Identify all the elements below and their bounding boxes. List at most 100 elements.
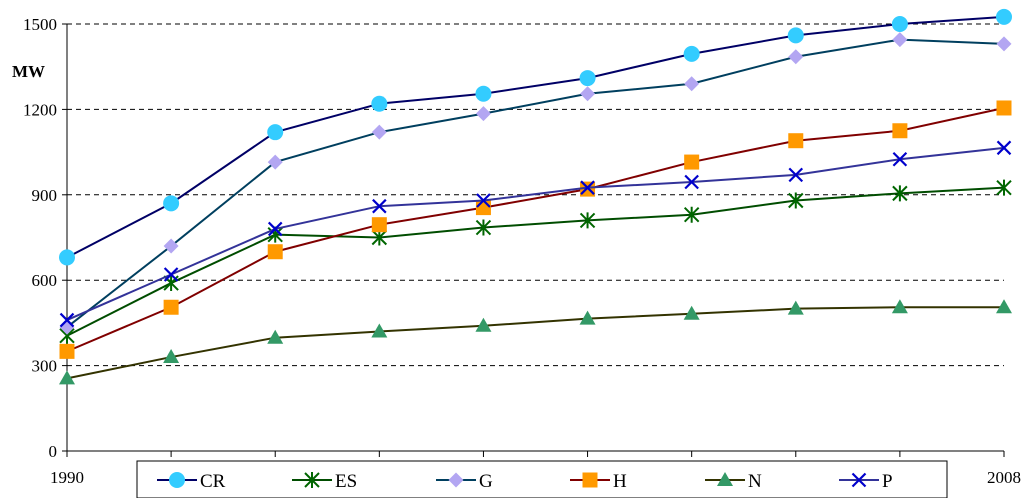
legend-label-h: H [613, 471, 627, 492]
data-point-p [580, 180, 595, 195]
data-point-h [788, 133, 804, 149]
y-tick-label: 900 [32, 186, 58, 205]
data-point-n [683, 305, 700, 320]
data-point-g [788, 49, 804, 65]
data-point-n [996, 299, 1012, 314]
axes [66, 24, 1004, 452]
data-point-p [163, 267, 179, 282]
data-point-g [267, 154, 283, 170]
series-line-h [66, 106, 1005, 353]
data-point-cr [579, 70, 596, 87]
data-point-cr [59, 249, 75, 266]
data-point-n [371, 323, 388, 338]
series-line-es [66, 186, 1005, 337]
data-point-p [996, 140, 1012, 156]
data-point-h [371, 217, 387, 233]
series-line-p [66, 146, 1005, 321]
data-point-h [892, 123, 908, 139]
data-point-g [163, 238, 179, 254]
legend-marker-p [851, 472, 867, 488]
data-point-n [891, 299, 908, 314]
series-cr [59, 8, 1012, 266]
data-point-cr [996, 8, 1012, 25]
legend-item-es: ES [292, 471, 357, 492]
legend-label-g: G [479, 471, 493, 492]
legend-label-p: P [882, 471, 893, 492]
legend-marker-cr [169, 472, 185, 488]
legend-marker-es [304, 472, 320, 488]
data-point-h [475, 200, 491, 216]
data-point-n [787, 300, 804, 315]
data-point-cr [787, 27, 804, 44]
x-tick-label-start: 1990 [50, 468, 84, 487]
legend-label-es: ES [335, 471, 357, 492]
series-g [59, 32, 1012, 335]
data-point-es [788, 192, 804, 209]
data-point-es [892, 185, 908, 202]
legend-label-cr: CR [200, 471, 226, 492]
data-point-g [684, 76, 700, 92]
data-point-h [163, 299, 179, 315]
y-tick-label: 1500 [23, 15, 57, 34]
data-point-n [163, 349, 180, 364]
data-point-cr [371, 95, 388, 112]
x-axis-ticks: 1990 2008 [50, 451, 1021, 487]
legend-box [136, 460, 948, 498]
series-line-g [66, 38, 1005, 328]
data-point-h [59, 343, 75, 359]
series-p [59, 140, 1012, 328]
y-tick-label: 600 [32, 271, 58, 290]
series-line-n [66, 306, 1004, 380]
data-point-cr [163, 195, 180, 212]
legend-marker-h [582, 472, 598, 488]
data-point-es [996, 179, 1012, 196]
data-point-g [580, 86, 596, 102]
y-tick-label: 1200 [23, 100, 57, 119]
data-point-p [684, 174, 699, 190]
legend-item-h: H [570, 471, 627, 492]
data-point-g [892, 32, 908, 48]
series-n [59, 299, 1012, 385]
legend-marker-g [448, 472, 464, 488]
series-h [59, 100, 1012, 359]
legend-marker-n [717, 472, 733, 486]
legend-item-n: N [705, 471, 762, 492]
data-point-p [476, 193, 491, 208]
y-tick-label: 300 [32, 357, 58, 376]
data-point-cr [891, 16, 908, 32]
x-tick-label-end: 2008 [987, 468, 1021, 487]
data-point-cr [475, 85, 492, 102]
legend-item-g: G [436, 471, 493, 492]
data-point-es [579, 212, 596, 229]
series-group [59, 8, 1012, 385]
series-line-cr [66, 15, 1005, 259]
data-point-p [59, 312, 75, 328]
data-point-es [475, 219, 492, 236]
legend-label-n: N [748, 471, 762, 492]
y-axis-label: MW [12, 62, 45, 81]
data-point-g [475, 106, 491, 122]
data-point-n [579, 310, 596, 325]
data-point-n [267, 329, 284, 344]
y-tick-label: 0 [49, 442, 58, 461]
y-axis-ticks: 0 300 600 900 1200 1500 [23, 15, 67, 461]
data-point-h [684, 154, 700, 170]
data-point-cr [267, 124, 284, 141]
data-point-g [996, 36, 1012, 52]
data-point-p [892, 151, 908, 167]
data-point-h [996, 100, 1012, 116]
data-point-p [788, 167, 804, 183]
data-point-p [267, 221, 283, 237]
data-point-g [371, 124, 387, 140]
legend-item-p: P [839, 471, 893, 492]
data-point-es [683, 206, 700, 223]
legend: CR ES G H N P [136, 460, 948, 498]
data-point-cr [683, 45, 700, 62]
data-point-h [267, 244, 283, 260]
data-point-p [372, 198, 387, 214]
data-point-n [59, 370, 75, 385]
legend-item-cr: CR [157, 471, 226, 492]
data-point-n [475, 317, 492, 332]
